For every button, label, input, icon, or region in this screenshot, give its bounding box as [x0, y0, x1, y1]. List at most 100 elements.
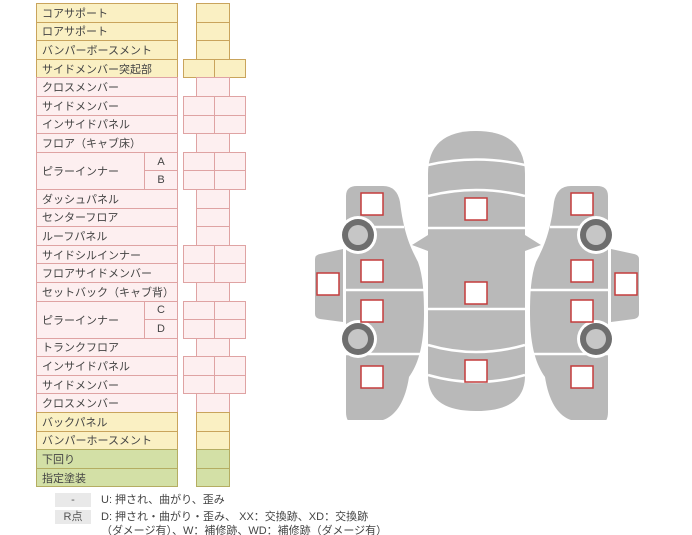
parts-row: センターフロア: [36, 207, 282, 228]
left-mirror: [412, 235, 428, 251]
legend-item: - U: 押され、曲がり、歪み: [55, 493, 387, 507]
damage-cell[interactable]: [183, 114, 215, 135]
rear-window-line: [427, 343, 526, 354]
damage-cell[interactable]: [196, 207, 230, 228]
damage-cell[interactable]: [196, 393, 230, 414]
damage-cell[interactable]: [214, 95, 246, 116]
damage-cell[interactable]: [196, 77, 230, 97]
left-front-fender-point[interactable]: [360, 192, 384, 216]
legend-text: U: 押され、曲がり、歪み: [101, 494, 225, 506]
damage-cell[interactable]: [214, 374, 246, 395]
damage-cell[interactable]: [183, 263, 215, 283]
right-roof-side-point[interactable]: [614, 272, 638, 296]
part-label: ルーフパネル: [36, 226, 178, 246]
right-rear-fender-point[interactable]: [570, 365, 594, 389]
damage-cell[interactable]: [183, 170, 215, 190]
damage-cell[interactable]: [183, 319, 215, 339]
damage-cell[interactable]: [214, 114, 246, 135]
parts-row: ダッシュパネル: [36, 188, 282, 209]
part-label: サイドメンバー突起部: [36, 58, 178, 79]
left-roof-side-point[interactable]: [316, 272, 340, 296]
damage-cell[interactable]: [183, 151, 215, 172]
damage-cell[interactable]: [196, 467, 230, 488]
parts-row: 指定塗装: [36, 467, 282, 488]
part-label: フロアサイドメンバー: [36, 263, 178, 283]
parts-row: インサイドパネル: [36, 356, 282, 376]
right-rear-wheel-icon: [577, 320, 615, 358]
parts-row: バンパーボースメント: [36, 40, 282, 60]
damage-cell[interactable]: [183, 244, 215, 265]
damage-cell[interactable]: [183, 300, 215, 321]
parts-row: コアサポート: [36, 3, 282, 23]
part-label: フロア（キャブ床）: [36, 133, 178, 153]
hood-point[interactable]: [464, 197, 488, 221]
damage-cell[interactable]: [183, 374, 215, 395]
part-label: コアサポート: [36, 3, 178, 23]
damage-cell[interactable]: [196, 188, 230, 209]
part-label: 指定塗装: [36, 467, 178, 488]
right-front-door-point[interactable]: [570, 259, 594, 283]
trunk-point[interactable]: [464, 359, 488, 383]
legend: - U: 押され、曲がり、歪み R点 D: 押され・曲がり・歪み、 XX：交換跡、XD…: [55, 493, 387, 535]
right-front-fender-point[interactable]: [570, 192, 594, 216]
right-rear-door-point[interactable]: [570, 299, 594, 323]
parts-row: サイドメンバー: [36, 374, 282, 395]
damage-cell[interactable]: [214, 319, 246, 339]
left-rear-fender-point[interactable]: [360, 365, 384, 389]
damage-cell[interactable]: [214, 263, 246, 283]
part-label: ダッシュパネル: [36, 188, 178, 209]
damage-cell[interactable]: [214, 151, 246, 172]
parts-row: 下回り: [36, 449, 282, 469]
parts-row: ルーフパネル: [36, 226, 282, 246]
damage-cell[interactable]: [183, 95, 215, 116]
damage-cell[interactable]: [183, 58, 215, 79]
right-front-wheel-icon: [577, 216, 615, 254]
parts-row: バックパネル: [36, 412, 282, 432]
parts-row: フロア（キャブ床）: [36, 133, 282, 153]
part-label: インサイドパネル: [36, 356, 178, 376]
parts-row: トランクフロア: [36, 337, 282, 358]
damage-cell[interactable]: [214, 356, 246, 376]
legend-badge: R点: [55, 510, 91, 524]
parts-row: サイドメンバー突起部: [36, 58, 282, 79]
parts-row: クロスメンバー: [36, 393, 282, 414]
part-sub-label: D: [144, 319, 178, 339]
parts-row: インサイドパネル: [36, 114, 282, 135]
left-front-door-point[interactable]: [360, 259, 384, 283]
legend-item: R点 D: 押され・曲がり・歪み、 XX：交換跡、XD：交換跡 （ダメージ有）、W…: [55, 510, 387, 535]
car-diagram: [300, 118, 692, 425]
right-mirror: [525, 235, 541, 251]
damage-cell[interactable]: [214, 300, 246, 321]
damage-cell[interactable]: [214, 244, 246, 265]
left-rear-wheel-icon: [339, 320, 377, 358]
part-label: ロアサポート: [36, 21, 178, 42]
damage-cell[interactable]: [183, 356, 215, 376]
damage-cell[interactable]: [214, 170, 246, 190]
part-label: バックパネル: [36, 412, 178, 432]
part-label: バンパーホースメント: [36, 430, 178, 451]
parts-row: ロアサポート: [36, 21, 282, 42]
damage-cell[interactable]: [196, 226, 230, 246]
front-bumper-line: [427, 158, 526, 167]
damage-cell[interactable]: [196, 412, 230, 432]
damage-cell[interactable]: [196, 449, 230, 469]
legend-text: D: 押され・曲がり・歪み、 XX：交換跡、XD：交換跡 （ダメージ有）、W：補…: [101, 511, 388, 535]
damage-cell[interactable]: [196, 3, 230, 23]
damage-cell[interactable]: [196, 281, 230, 302]
car-diagram-svg: [315, 131, 639, 425]
damage-cell[interactable]: [196, 337, 230, 358]
part-label: クロスメンバー: [36, 393, 178, 414]
damage-cell[interactable]: [196, 133, 230, 153]
parts-row: ピラーインナー A B: [36, 151, 282, 190]
top-view-outline: [428, 131, 525, 411]
damage-cell[interactable]: [214, 58, 246, 79]
damage-cell[interactable]: [196, 430, 230, 451]
parts-row: サイドメンバー: [36, 95, 282, 116]
damage-cell[interactable]: [196, 40, 230, 60]
roof-point[interactable]: [464, 281, 488, 305]
part-label: セットバック（キャブ背）: [36, 281, 178, 302]
damage-cell[interactable]: [196, 21, 230, 42]
left-rear-door-point[interactable]: [360, 299, 384, 323]
part-label: サイドメンバー: [36, 374, 178, 395]
